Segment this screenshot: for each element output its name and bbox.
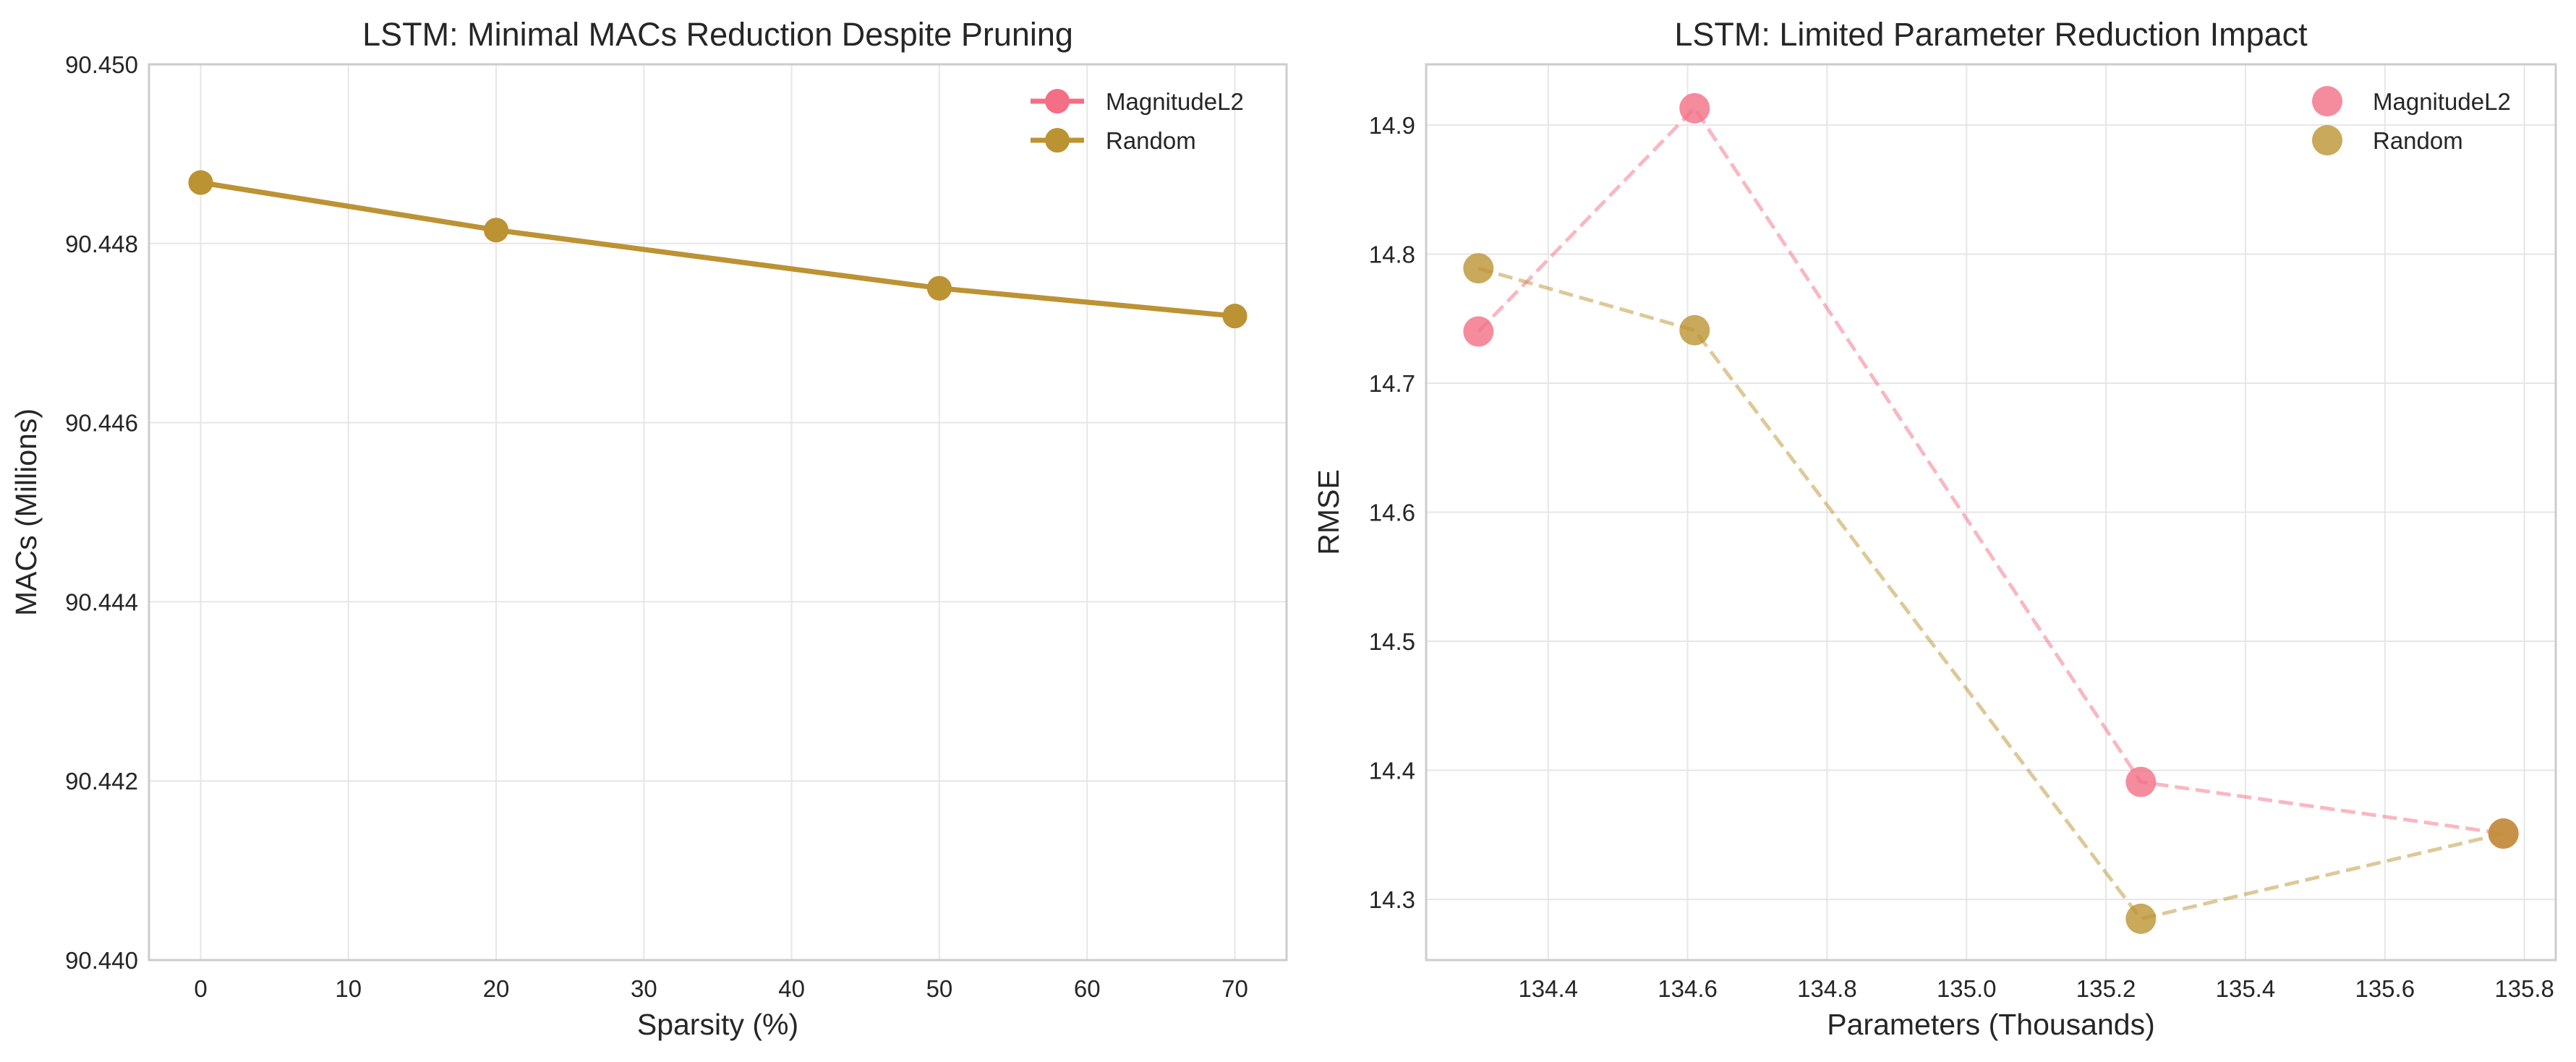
y-tick-label: 14.9 <box>1369 112 1415 139</box>
data-point-random <box>1222 304 1248 329</box>
x-tick-label: 134.6 <box>1658 975 1718 1002</box>
data-point-random <box>926 275 952 301</box>
legend: MagnitudeL2 Random <box>2312 86 2511 155</box>
y-tick-label: 90.450 <box>65 51 138 78</box>
x-tick-label: 135.6 <box>2355 975 2415 1002</box>
series-marks <box>188 170 1248 329</box>
tick-labels: 0 10 20 30 40 50 60 70 90.440 90.442 90.444 90.446 9… <box>65 51 1248 1002</box>
tick-labels: 134.4 134.6 134.8 135.0 135.2 135.4 135.6 135.8… <box>1369 112 2554 1002</box>
x-tick-label: 135.0 <box>1937 975 1997 1002</box>
series-marks <box>1463 93 2519 934</box>
legend: MagnitudeL2 Random <box>1031 88 1244 154</box>
grid-lines <box>1426 64 2556 960</box>
grid-lines <box>149 64 1287 961</box>
series-line-magnitudel2 <box>200 180 1235 319</box>
y-axis-label: RMSE <box>1312 469 1345 554</box>
y-tick-label: 90.440 <box>65 947 138 974</box>
plot-frame <box>148 63 1288 962</box>
y-tick-label: 90.444 <box>65 588 138 615</box>
data-point-magnitudel2 <box>2125 766 2157 797</box>
data-point-magnitudel2 <box>1463 316 1494 347</box>
x-tick-label: 10 <box>335 975 362 1002</box>
y-tick-label: 14.3 <box>1369 886 1415 913</box>
data-point-random <box>2488 818 2519 849</box>
y-tick-label: 90.448 <box>65 231 138 257</box>
x-tick-label: 134.4 <box>1518 975 1578 1002</box>
x-axis-label: Parameters (Thousands) <box>1827 1008 2154 1041</box>
rmse-vs-parameters-chart: 134.4 134.6 134.8 135.0 135.2 135.4 135.6 135.8… <box>1312 16 2557 1041</box>
series-line-random <box>1477 266 2504 921</box>
legend-marker-magnitudel2 <box>2312 86 2342 116</box>
x-tick-label: 135.2 <box>2076 975 2136 1002</box>
x-axis-label: Sparsity (%) <box>637 1008 798 1041</box>
x-tick-label: 40 <box>778 975 805 1002</box>
y-tick-label: 14.7 <box>1369 370 1415 397</box>
series-line-magnitudel2 <box>1477 105 2504 836</box>
legend-label-random: Random <box>1106 127 1196 154</box>
x-tick-label: 134.8 <box>1797 975 1857 1002</box>
legend-label-magnitudel2: MagnitudeL2 <box>1106 88 1244 115</box>
legend-marker-magnitudel2 <box>1045 89 1070 114</box>
y-tick-label: 14.5 <box>1369 628 1415 655</box>
series-line-random <box>200 180 1235 319</box>
legend-marker-random <box>1045 128 1070 153</box>
data-point-random <box>2125 903 2157 934</box>
y-axis-label: MACs (Millions) <box>9 408 43 616</box>
x-tick-label: 60 <box>1074 975 1101 1002</box>
x-tick-label: 50 <box>926 975 953 1002</box>
x-tick-label: 135.8 <box>2494 975 2554 1002</box>
data-point-random <box>484 218 509 243</box>
x-tick-label: 0 <box>194 975 207 1002</box>
x-tick-label: 30 <box>631 975 657 1002</box>
y-tick-label: 14.8 <box>1369 241 1415 267</box>
y-tick-label: 14.6 <box>1369 500 1415 526</box>
legend-marker-random <box>2312 125 2342 155</box>
data-point-random <box>1463 253 1494 284</box>
data-point-random <box>188 170 213 195</box>
x-tick-label: 70 <box>1221 975 1248 1002</box>
legend-label-random: Random <box>2373 127 2463 154</box>
y-tick-label: 14.4 <box>1369 758 1415 784</box>
chart-title: LSTM: Limited Parameter Reduction Impact <box>1674 16 2308 53</box>
legend-label-magnitudel2: MagnitudeL2 <box>2373 88 2511 115</box>
data-point-magnitudel2 <box>1679 93 1710 124</box>
chart-title: LSTM: Minimal MACs Reduction Despite Pru… <box>362 16 1073 53</box>
data-point-random <box>1679 314 1710 346</box>
x-tick-label: 135.4 <box>2216 975 2276 1002</box>
y-tick-label: 90.442 <box>65 768 138 795</box>
y-tick-label: 90.446 <box>65 410 138 437</box>
macs-vs-sparsity-chart: 0 10 20 30 40 50 60 70 90.440 90.442 90.444 90.446 9… <box>9 16 1288 1041</box>
plot-frame <box>1425 63 2557 962</box>
x-tick-label: 20 <box>483 975 510 1002</box>
